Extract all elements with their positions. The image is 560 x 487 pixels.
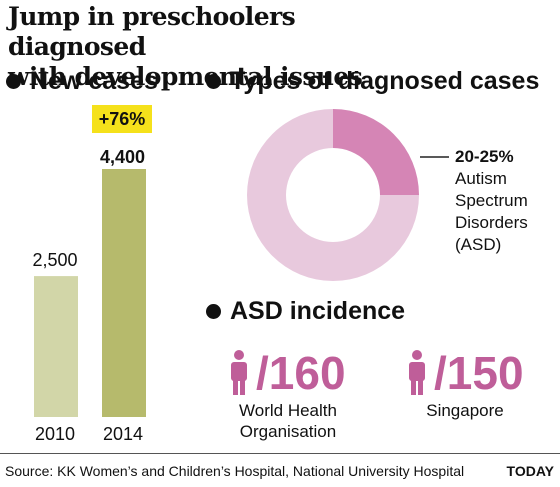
title-line-2: with developmental issues xyxy=(8,62,363,91)
stat-singapore-label-line-1: Singapore xyxy=(426,401,504,420)
bar-2010 xyxy=(34,276,78,417)
source-note: Source: KK Women’s and Children’s Hospit… xyxy=(5,463,465,479)
stat-singapore: /150 xyxy=(408,348,524,398)
asd-label-line-3: Disorders xyxy=(455,213,528,232)
stat-who-label-line-2: Organisation xyxy=(239,422,337,441)
title-line-1: Jump in preschoolers diagnosed xyxy=(8,2,296,61)
stat-singapore-value: /150 xyxy=(434,347,524,399)
change-badge: +76% xyxy=(92,105,152,133)
asd-label-line-2: Spectrum xyxy=(455,191,528,210)
bullet-icon xyxy=(206,303,221,319)
x-tick-2010: 2010 xyxy=(34,424,76,444)
asd-label-line-4: (ASD) xyxy=(455,235,502,254)
stat-who: /160 xyxy=(230,348,346,398)
asd-pct-label: 20-25% xyxy=(455,147,514,166)
section-new-cases-label: New cases xyxy=(30,67,158,95)
bar-2014 xyxy=(102,169,146,417)
footer-divider xyxy=(0,453,560,454)
section-types-label: Types of diagnosed cases xyxy=(230,67,540,95)
bar-value-label-2014: 4,400 xyxy=(99,147,146,167)
stat-who-label-line-1: World Health xyxy=(239,401,337,420)
stat-who-value: /160 xyxy=(256,347,346,399)
section-new-cases: New cases xyxy=(6,66,158,96)
bar-value-label-2010: 2,500 xyxy=(32,250,78,270)
asd-label-line-1: Autism xyxy=(455,169,507,188)
donut-slice-other xyxy=(247,109,419,281)
brand-logo: TODAY xyxy=(506,463,554,479)
stat-singapore-label: Singapore xyxy=(405,400,525,421)
donut-slice-asd xyxy=(333,109,419,195)
section-types: Types of diagnosed cases xyxy=(206,66,539,96)
bullet-icon xyxy=(206,73,221,89)
stat-who-label: World Health Organisation xyxy=(218,400,358,442)
chart-title: Jump in preschoolers diagnosed with deve… xyxy=(8,2,428,92)
section-asd-label: ASD incidence xyxy=(230,297,406,325)
section-asd: ASD incidence xyxy=(206,296,405,326)
person-icon xyxy=(409,350,425,395)
asd-annotation: 20-25% Autism Spectrum Disorders (ASD) xyxy=(455,146,528,256)
person-icon xyxy=(231,350,247,395)
bullet-icon xyxy=(6,73,21,89)
x-tick-2014: 2014 xyxy=(102,424,144,444)
